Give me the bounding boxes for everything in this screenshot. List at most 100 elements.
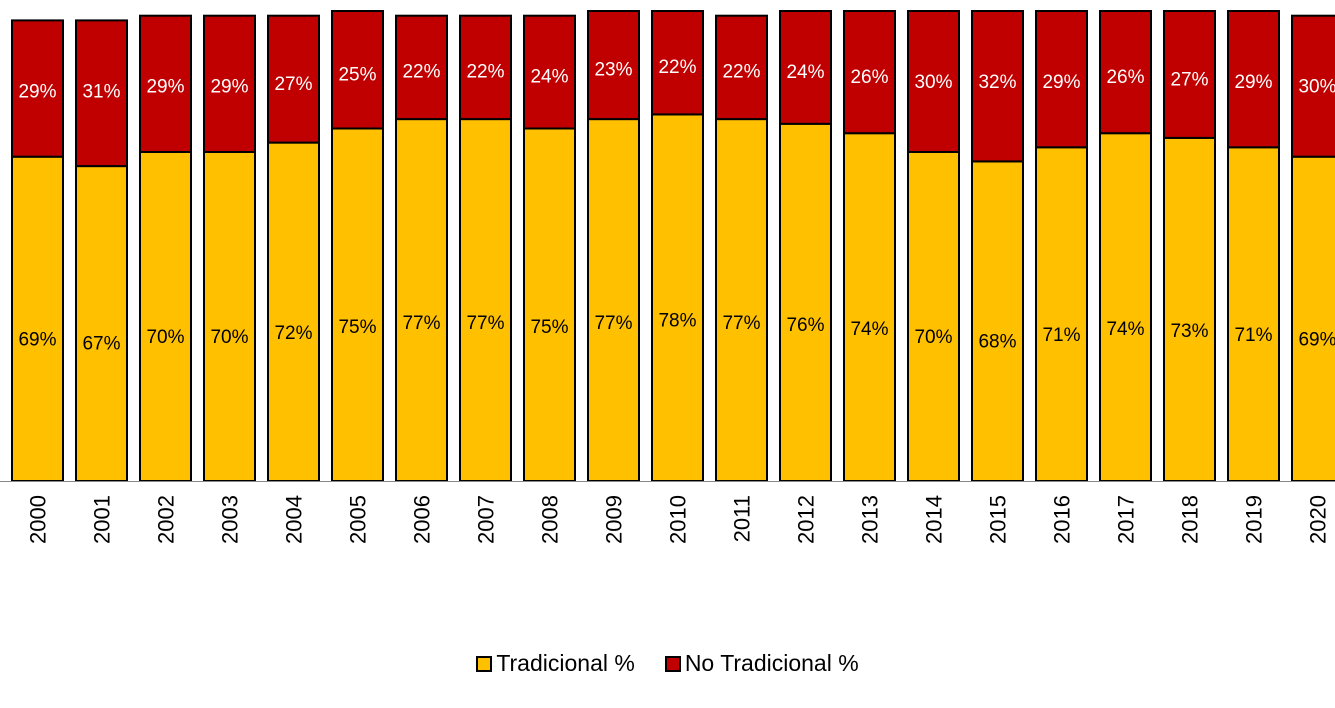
x-tick-2017: 2017: [1114, 495, 1139, 544]
bar-tradicional-2003: [203, 151, 256, 482]
x-tick-2006: 2006: [410, 495, 435, 544]
legend-item-no-tradicional: No Tradicional %: [664, 650, 859, 677]
bar-no-tradicional-2014: [907, 10, 960, 153]
bar-tradicional-2016: [1035, 146, 1088, 483]
bar-tradicional-2004: [267, 141, 320, 482]
x-tick-2002: 2002: [154, 495, 179, 544]
data-label-tradicional-2007: 77%: [466, 313, 504, 334]
data-label-tradicional-2008: 75%: [530, 317, 568, 338]
bar-no-tradicional-2006: [395, 14, 448, 121]
stacked-bar-chart: 69% 29% 67% 31% 70% 29% 70% 29% 72% 27% 75% 25% 77% 2…: [0, 10, 1335, 544]
data-label-no-tradicional-2008: 24%: [530, 66, 568, 87]
bars-group: 69% 29% 67% 31% 70% 29% 70% 29% 72% 27% 75% 25% 77% 2…: [11, 10, 1335, 483]
bar-no-tradicional-2005: [331, 10, 384, 130]
data-label-tradicional-2000: 69%: [18, 329, 56, 350]
bar-tradicional-2020: [1291, 155, 1335, 482]
data-label-tradicional-2011: 77%: [722, 313, 760, 334]
data-label-no-tradicional-2006: 22%: [402, 62, 440, 83]
x-tick-2019: 2019: [1242, 495, 1267, 544]
x-tick-2003: 2003: [218, 495, 243, 544]
legend-label-no-tradicional: No Tradicional %: [684, 650, 859, 676]
bar-no-tradicional-2009: [587, 10, 640, 121]
bar-tradicional-2012: [779, 122, 832, 483]
bar-no-tradicional-2008: [523, 14, 576, 130]
data-label-tradicional-2003: 70%: [210, 327, 248, 348]
bar-tradicional-2009: [587, 118, 640, 482]
data-label-tradicional-2020: 69%: [1298, 329, 1335, 350]
bar-no-tradicional-2013: [843, 10, 896, 135]
data-label-tradicional-2005: 75%: [338, 317, 376, 338]
bar-no-tradicional-2018: [1163, 10, 1216, 139]
bar-tradicional-2018: [1163, 136, 1216, 482]
x-tick-labels: 2000 2001 2002 2003 2004 2005 2006 2007 2008 2009…: [26, 495, 1331, 544]
bar-no-tradicional-2020: [1291, 14, 1335, 158]
bar-no-tradicional-2001: [75, 19, 128, 168]
bar-no-tradicional-2019: [1227, 10, 1280, 149]
x-tick-2008: 2008: [538, 495, 563, 544]
data-label-tradicional-2006: 77%: [402, 313, 440, 334]
x-tick-2016: 2016: [1050, 495, 1075, 544]
x-tick-2001: 2001: [90, 495, 115, 544]
bar-tradicional-2007: [459, 118, 512, 482]
x-tick-2018: 2018: [1178, 495, 1203, 544]
bar-tradicional-2014: [907, 151, 960, 482]
bar-tradicional-2017: [1099, 132, 1152, 482]
data-label-no-tradicional-2019: 29%: [1234, 72, 1272, 93]
bar-tradicional-2005: [331, 127, 384, 482]
data-label-no-tradicional-2002: 29%: [146, 77, 184, 98]
bar-no-tradicional-2011: [715, 14, 768, 121]
bar-tradicional-2015: [971, 160, 1024, 482]
legend-swatch-tradicional: [476, 655, 493, 672]
data-label-no-tradicional-2000: 29%: [18, 81, 56, 102]
bar-no-tradicional-2012: [779, 10, 832, 125]
data-label-no-tradicional-2009: 23%: [594, 59, 632, 80]
x-tick-2013: 2013: [858, 495, 883, 544]
x-tick-2015: 2015: [986, 495, 1011, 544]
data-label-no-tradicional-2020: 30%: [1298, 77, 1335, 98]
bar-no-tradicional-2003: [203, 14, 256, 154]
bar-tradicional-2006: [395, 118, 448, 482]
data-label-tradicional-2013: 74%: [850, 319, 888, 340]
data-label-no-tradicional-2005: 25%: [338, 64, 376, 85]
data-label-tradicional-2018: 73%: [1170, 321, 1208, 342]
data-label-tradicional-2014: 70%: [914, 327, 952, 348]
data-label-tradicional-2001: 67%: [82, 333, 120, 354]
data-label-no-tradicional-2017: 26%: [1106, 67, 1144, 88]
data-label-no-tradicional-2012: 24%: [786, 62, 824, 83]
data-label-tradicional-2015: 68%: [978, 331, 1016, 352]
x-tick-2010: 2010: [666, 495, 691, 544]
bar-tradicional-2008: [523, 127, 576, 482]
bar-no-tradicional-2002: [139, 14, 192, 154]
x-tick-2000: 2000: [26, 495, 51, 544]
data-label-no-tradicional-2003: 29%: [210, 77, 248, 98]
bar-no-tradicional-2004: [267, 14, 320, 144]
data-label-tradicional-2010: 78%: [658, 311, 696, 332]
bar-tradicional-2013: [843, 132, 896, 482]
bar-tradicional-2010: [651, 113, 704, 483]
data-label-no-tradicional-2011: 22%: [722, 62, 760, 83]
x-tick-2020: 2020: [1306, 495, 1331, 544]
bar-no-tradicional-2016: [1035, 10, 1088, 149]
data-label-no-tradicional-2010: 22%: [658, 57, 696, 78]
x-tick-2004: 2004: [282, 495, 307, 544]
data-label-tradicional-2002: 70%: [146, 327, 184, 348]
x-tick-2005: 2005: [346, 495, 371, 544]
x-tick-2007: 2007: [474, 495, 499, 544]
data-label-tradicional-2004: 72%: [274, 323, 312, 344]
bar-no-tradicional-2015: [971, 10, 1024, 163]
x-tick-2009: 2009: [602, 495, 627, 544]
data-label-no-tradicional-2015: 32%: [978, 72, 1016, 93]
data-label-tradicional-2019: 71%: [1234, 325, 1272, 346]
x-tick-2011: 2011: [730, 495, 755, 542]
data-label-no-tradicional-2018: 27%: [1170, 69, 1208, 90]
data-label-tradicional-2012: 76%: [786, 315, 824, 336]
bar-tradicional-2000: [11, 155, 64, 482]
x-tick-2014: 2014: [922, 495, 947, 544]
bar-tradicional-2019: [1227, 146, 1280, 483]
legend-item-tradicional: Tradicional %: [476, 650, 635, 677]
data-label-tradicional-2009: 77%: [594, 313, 632, 334]
bar-tradicional-2002: [139, 151, 192, 482]
data-label-tradicional-2016: 71%: [1042, 325, 1080, 346]
bar-tradicional-2001: [75, 165, 128, 482]
bar-no-tradicional-2010: [651, 10, 704, 116]
